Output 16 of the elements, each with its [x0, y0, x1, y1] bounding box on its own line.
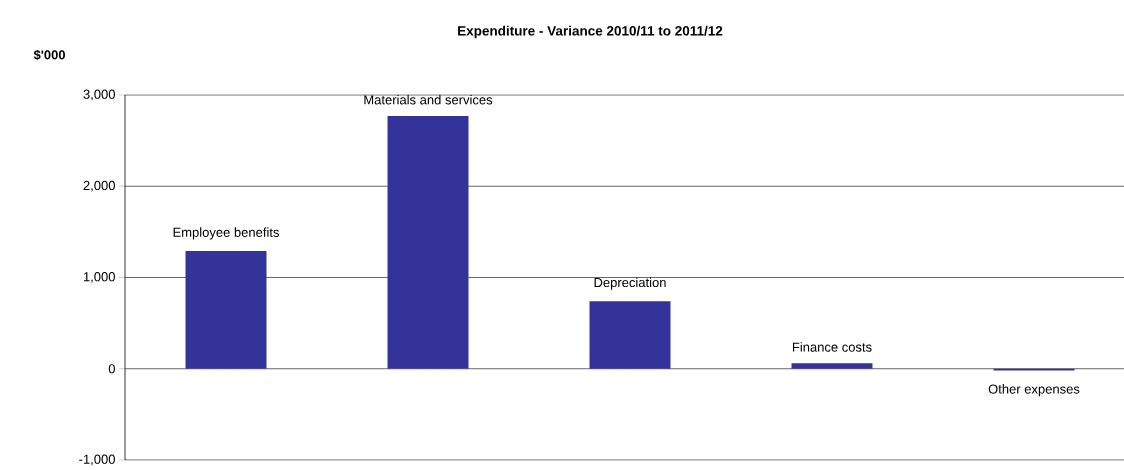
y-tick-label: 1,000: [83, 272, 115, 283]
y-tick-label: 0: [108, 364, 115, 374]
y-axis-title: $'000: [33, 49, 66, 61]
bar: [589, 301, 671, 369]
x-tick-label: Depreciation: [594, 277, 666, 290]
bar: [185, 251, 267, 369]
chart-title: Expenditure - Variance 2010/11 to 2011/12: [458, 25, 723, 39]
x-tick-label: Materials and services: [364, 94, 493, 105]
bar: [387, 115, 469, 369]
bar: [791, 363, 873, 369]
y-tick-label: 2,000: [83, 180, 115, 192]
x-tick-label: Finance costs: [792, 342, 872, 352]
x-tick-label: Other expenses: [988, 384, 1080, 397]
x-tick-label: Employee benefits: [173, 227, 279, 240]
y-tick-label: -1,000: [79, 454, 115, 466]
y-tick-label: 3,000: [83, 89, 115, 101]
